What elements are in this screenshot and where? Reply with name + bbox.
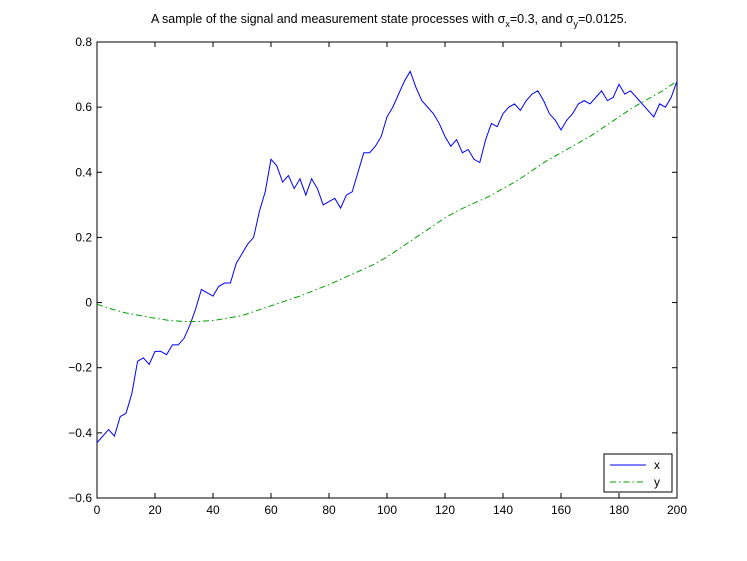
x-tick-label: 40	[206, 503, 220, 517]
legend-label-y: y	[654, 475, 660, 489]
chart-title: A sample of the signal and measurement s…	[151, 12, 627, 29]
x-tick-label: 100	[377, 503, 397, 517]
x-tick-label: 180	[609, 503, 629, 517]
legend-label-x: x	[654, 458, 660, 472]
y-tick-label: 0.2	[75, 230, 92, 244]
legend-box	[603, 453, 673, 493]
y-tick-label: −0.2	[68, 361, 92, 375]
y-tick-label: −0.6	[68, 491, 92, 505]
x-tick-label: 200	[667, 503, 687, 517]
plot-area	[96, 41, 678, 499]
y-tick-label: 0.6	[75, 100, 92, 114]
legend: x y	[603, 453, 673, 493]
title-sigma-x: σ	[498, 12, 506, 26]
x-tick-label: 120	[435, 503, 455, 517]
y-tick-label: 0.8	[75, 35, 92, 49]
title-sigma-x-value: =0.3, and	[510, 12, 566, 26]
title-sigma-y-sub: y	[574, 19, 579, 29]
title-sigma-y: σ	[566, 12, 574, 26]
series-line-y	[96, 80, 678, 322]
series-line-x	[96, 70, 678, 443]
x-tick-label: 160	[551, 503, 571, 517]
title-prefix: A sample of the signal and measurement s…	[151, 12, 498, 26]
y-tick-label: 0.4	[75, 165, 92, 179]
x-tick-label: 140	[493, 503, 513, 517]
x-tick-label: 80	[322, 503, 336, 517]
x-tick-label: 60	[264, 503, 278, 517]
title-sigma-x-sub: x	[505, 19, 510, 29]
series-layer	[96, 70, 678, 443]
ticks-layer: 0 20 40 60 80 100 120 140 160 180 200 −0.6 −0.4 −0.2 0…	[68, 35, 687, 517]
y-tick-label: −0.4	[68, 426, 92, 440]
x-tick-label: 20	[148, 503, 162, 517]
title-sigma-y-value: =0.0125.	[578, 12, 627, 26]
y-tick-label: 0	[85, 296, 92, 310]
x-tick-label: 0	[94, 503, 101, 517]
